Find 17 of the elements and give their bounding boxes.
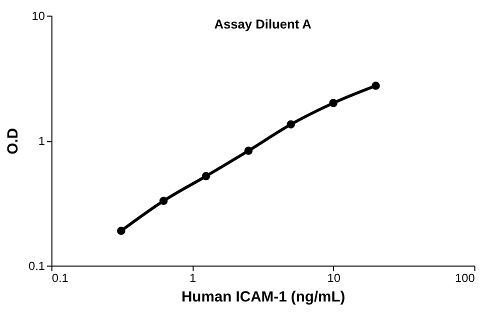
y-axis-title: O.D: [6, 128, 22, 154]
y-tick-label: 1: [38, 134, 46, 148]
point: [286, 120, 296, 129]
point: [202, 172, 210, 180]
x-tick-label: 0.1: [52, 270, 69, 285]
x-axis-title: Human ICAM-1 (ng/mL): [181, 290, 346, 306]
x-tick-label: 100: [455, 270, 476, 285]
x-tick-label: 1: [190, 270, 197, 285]
point: [372, 82, 380, 90]
point: [244, 146, 253, 155]
chart-title: Assay Diluent A: [214, 16, 312, 32]
point: [159, 196, 168, 205]
x-tick-label: 10: [327, 270, 341, 285]
y-tick-label: 10: [32, 9, 46, 24]
y-tick-label: 0.1: [28, 259, 46, 274]
point: [329, 98, 338, 108]
point: [117, 226, 126, 235]
